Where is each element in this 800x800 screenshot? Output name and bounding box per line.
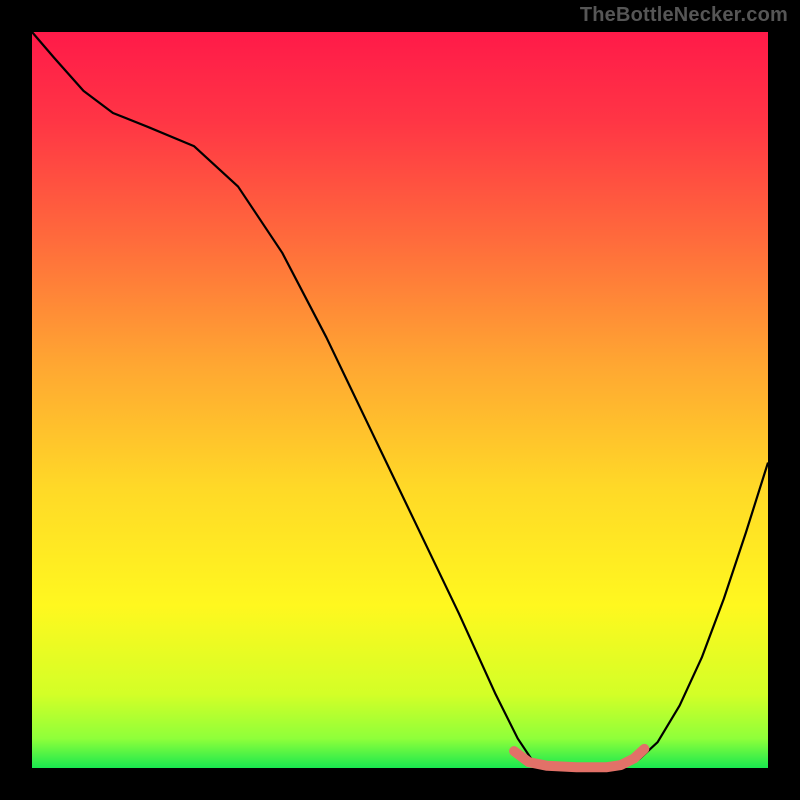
plot-background <box>32 32 768 768</box>
attribution-label: TheBottleNecker.com <box>580 4 788 27</box>
bottleneck-chart <box>0 0 800 800</box>
